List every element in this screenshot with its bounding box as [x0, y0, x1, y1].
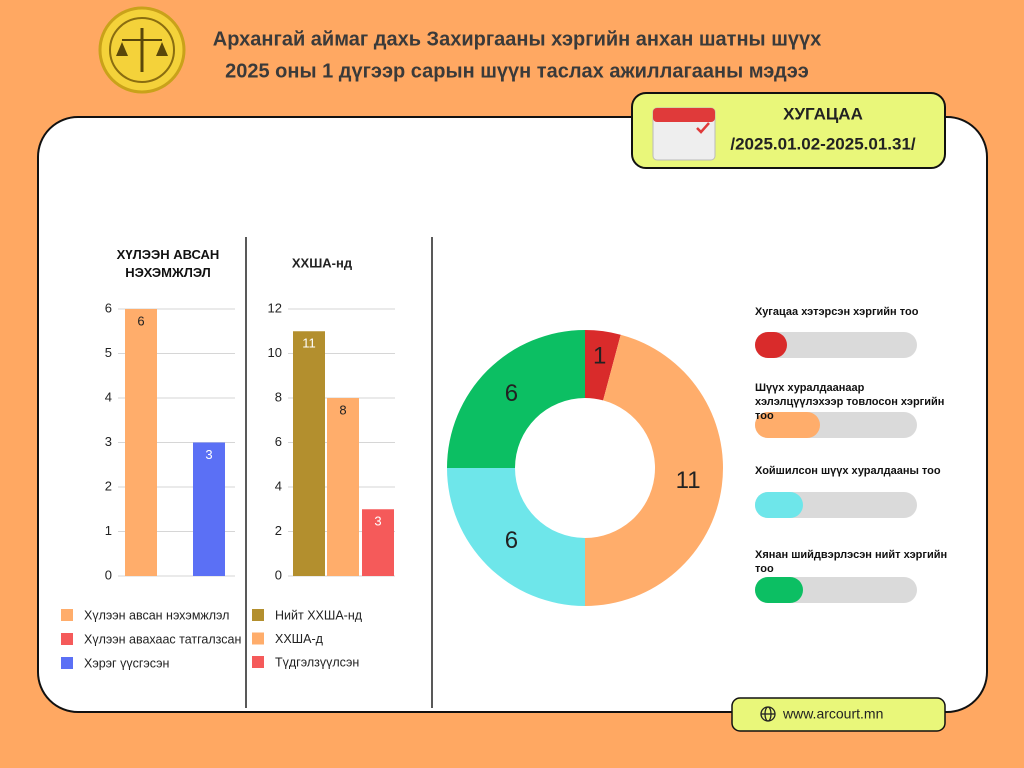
legend-swatch: [252, 632, 264, 645]
donut-segment: [447, 468, 585, 606]
y-tick-label: 0: [105, 567, 112, 582]
legend-label: ХХША-д: [275, 632, 324, 646]
legend-label: Хойшилсон шүүх хуралдааны тоо: [755, 465, 941, 477]
legend-label: Хугацаа хэтэрсэн хэргийн тоо: [755, 306, 919, 318]
legend-label: Хүлээн авахаас татгалзсан: [84, 632, 241, 646]
bar: [193, 442, 225, 576]
chart-title: ХХША-нд: [292, 255, 353, 270]
y-tick-label: 3: [105, 434, 112, 449]
data-label: 8: [339, 402, 346, 417]
data-label: 11: [302, 336, 316, 351]
y-tick-label: 4: [275, 478, 282, 493]
legend-swatch: [755, 332, 787, 358]
legend-swatch: [61, 609, 73, 621]
y-tick-label: 8: [275, 389, 282, 404]
legend-swatch: [252, 609, 264, 621]
bar: [327, 398, 359, 576]
data-label: 1: [593, 342, 606, 369]
donut-segment: [447, 330, 585, 468]
chart-title: ХҮЛЭЭН АВСАН НЭХЭМЖЛЭЛ: [116, 247, 220, 280]
legend-swatch: [61, 657, 73, 669]
legend-swatch: [61, 633, 73, 645]
data-label: 6: [505, 380, 518, 407]
bar: [362, 509, 394, 576]
y-tick-label: 2: [105, 478, 112, 493]
logo: [98, 6, 186, 94]
legend-label: Түдгэлзүүлсэн: [275, 655, 359, 669]
y-tick-label: 0: [275, 567, 282, 582]
y-tick-label: 6: [275, 434, 282, 449]
legend-swatch: [755, 412, 820, 438]
y-tick-label: 1: [105, 523, 112, 538]
legend-track: [755, 332, 917, 358]
data-label: 6: [137, 313, 144, 328]
legend-swatch: [755, 492, 803, 518]
donut-segment: [585, 330, 621, 401]
data-label: 6: [505, 527, 518, 554]
y-tick-label: 6: [105, 300, 112, 315]
bar: [125, 309, 157, 576]
donut-segment: [585, 334, 724, 606]
calendar-icon: [652, 107, 716, 161]
title-line: 2025 оны 1 дүгээр сарын шүүн таслах ажил…: [225, 60, 809, 82]
data-label: 11: [676, 467, 701, 494]
title-line: Архангай аймаг дахь Захиргааны хэргийн а…: [213, 28, 821, 50]
period-label: ХУГАЦАА: [783, 104, 863, 123]
data-label: 3: [205, 447, 212, 462]
legend-swatch: [252, 656, 264, 668]
y-tick-label: 12: [268, 300, 282, 315]
legend-swatch: [755, 577, 803, 603]
website: www.arcourt.mn: [782, 706, 883, 722]
globe-icon: [760, 706, 776, 722]
legend-label: Хүлээн авсан нэхэмжлэл: [84, 608, 229, 622]
bar: [293, 331, 325, 576]
period-range: /2025.01.02-2025.01.31/: [730, 134, 916, 153]
y-tick-label: 10: [268, 345, 282, 360]
legend-label: Хянан шийдвэрлэсэн нийт хэргийн тоо: [755, 549, 948, 575]
y-tick-label: 5: [105, 345, 112, 360]
y-tick-label: 4: [105, 389, 112, 404]
legend-label: Шүүх хуралдаанаар хэлэлцүүлэхээр товлосо…: [755, 382, 945, 422]
footer-box: [731, 697, 946, 732]
legend-label: Хэрэг үүсгэсэн: [84, 656, 170, 670]
legend-label: Нийт ХХША-нд: [275, 608, 363, 622]
y-tick-label: 2: [275, 523, 282, 538]
data-label: 3: [374, 514, 381, 529]
